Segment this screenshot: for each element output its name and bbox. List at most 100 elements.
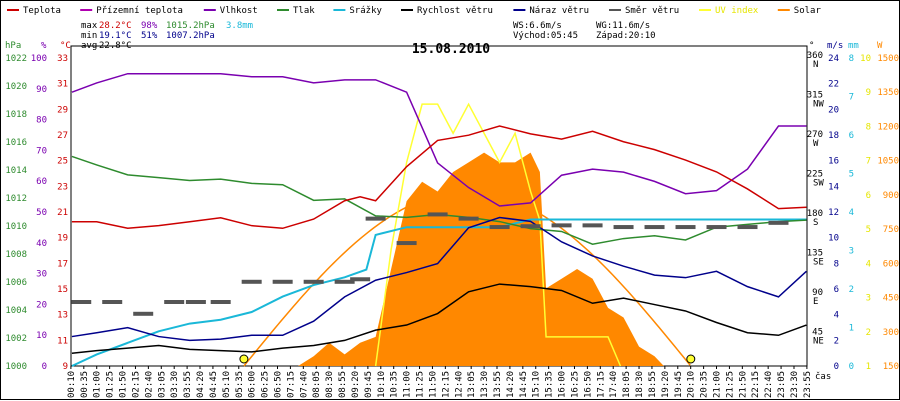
x-tick-label-50: 21:00 <box>713 371 723 398</box>
speed-axis-tick-2: 20 <box>828 105 839 115</box>
pressure-axis-tick-11: 1000 <box>5 362 27 372</box>
x-tick-label-42: 17:40 <box>609 371 619 398</box>
solar-axis-tick-2: 1200 <box>877 122 899 132</box>
series-wind-dir-11 <box>365 216 386 221</box>
pressure-axis-tick-3: 1016 <box>5 138 27 148</box>
direction-axis-deg-1: 315 <box>807 91 823 101</box>
temperature-axis-tick-10: 13 <box>57 311 68 321</box>
wind-info-sunset: Západ:20:10 <box>596 31 656 41</box>
stat-max-hum: 98% <box>141 21 158 31</box>
x-tick-label-48: 20:10 <box>687 371 697 398</box>
series-wind-dir-3 <box>164 300 185 304</box>
x-tick-label-51: 21:25 <box>725 371 735 398</box>
series-wind-dir-13 <box>427 212 448 217</box>
humidity-axis-tick-5: 50 <box>36 208 47 218</box>
direction-axis-deg-4: 180 <box>807 209 823 219</box>
series-wind-dir-9 <box>334 279 355 284</box>
x-tick-label-24: 10:10 <box>377 371 387 398</box>
rain-axis-tick-4: 4 <box>849 208 854 218</box>
solar-axis-tick-4: 900 <box>883 191 899 201</box>
x-tick-label-38: 16:00 <box>558 371 568 398</box>
rain-axis-tick-3: 5 <box>849 170 854 180</box>
pressure-axis-tick-6: 1010 <box>5 222 27 232</box>
rain-axis-tick-8: 0 <box>849 362 854 372</box>
legend-label-8: UV index <box>715 6 759 16</box>
wind-info-wg: WG:11.6m/s <box>596 21 650 31</box>
humidity-axis-tick-4: 60 <box>36 177 47 187</box>
humidity-axis-tick-8: 20 <box>36 300 47 310</box>
x-tick-label-54: 22:40 <box>764 371 774 398</box>
x-tick-label-26: 11:00 <box>403 371 413 398</box>
series-wind-dir-14 <box>458 216 479 221</box>
x-tick-label-43: 18:05 <box>622 371 632 398</box>
legend-label-9: Solar <box>794 6 822 16</box>
x-tick-label-35: 14:45 <box>519 371 529 398</box>
speed-axis-tick-11: 2 <box>834 336 839 346</box>
series-wind-dir-6 <box>241 279 262 284</box>
uv-axis-tick-1: 9 <box>866 88 871 98</box>
stat-max-press: 1015.2hPa <box>166 21 215 31</box>
rain-axis-tick-1: 7 <box>849 93 854 103</box>
temperature-axis-tick-3: 27 <box>57 131 68 141</box>
series-wind-dir-12 <box>396 241 417 246</box>
x-tick-label-21: 08:55 <box>338 371 348 398</box>
x-tick-label-23: 09:45 <box>364 371 374 398</box>
x-tick-label-16: 06:50 <box>273 371 283 398</box>
direction-axis-deg-0: 360 <box>807 51 823 61</box>
x-tick-label-6: 02:40 <box>144 371 154 398</box>
direction-axis-deg-3: 225 <box>807 170 823 180</box>
speed-axis-tick-4: 16 <box>828 157 839 167</box>
legend-label-3: Tlak <box>293 6 315 16</box>
speed-axis-tick-7: 10 <box>828 234 839 244</box>
stat-max-label: max <box>81 21 98 31</box>
series-wind-dir-19 <box>613 225 634 230</box>
legend-label-6: Náraz větru <box>529 6 589 16</box>
x-tick-label-11: 04:45 <box>209 371 219 398</box>
humidity-axis-tick-6: 40 <box>36 239 47 249</box>
x-tick-label-37: 15:35 <box>545 371 555 398</box>
series-wind-dir-2 <box>133 311 154 316</box>
series-wind-dir-4 <box>185 300 206 304</box>
uv-axis-tick-5: 5 <box>866 225 871 235</box>
direction-axis-deg-6: 90 <box>812 288 823 298</box>
series-wind-dir-17 <box>551 223 572 228</box>
series-wind-dir-16 <box>520 224 541 229</box>
sunrise-marker <box>239 354 249 364</box>
speed-axis-tick-6: 12 <box>828 208 839 218</box>
series-wind-dir-24 <box>768 220 789 225</box>
series-wind-dir-21 <box>675 225 696 230</box>
series-wind-dir-7 <box>272 279 293 284</box>
x-tick-label-53: 22:15 <box>751 371 761 398</box>
temperature-axis-tick-1: 31 <box>57 80 68 90</box>
direction-axis-deg-7: 45 <box>812 328 823 338</box>
solar-axis-unit: W <box>877 41 883 51</box>
speed-axis-tick-9: 6 <box>834 285 839 295</box>
x-axis-label: čas <box>815 371 831 382</box>
series-wind-dir-20 <box>644 225 665 230</box>
direction-axis-name-7: NE <box>813 337 824 347</box>
x-tick-label-8: 03:30 <box>170 371 180 398</box>
x-tick-label-14: 06:00 <box>248 371 258 398</box>
stat-min-hum: 51% <box>141 31 158 41</box>
uv-axis-tick-2: 8 <box>866 122 871 132</box>
wind-info-sunrise: Východ:05:45 <box>513 31 578 41</box>
series-wind-dir-18 <box>582 223 603 228</box>
humidity-axis-tick-7: 30 <box>36 270 47 280</box>
x-tick-label-5: 02:15 <box>131 371 141 398</box>
x-tick-label-19: 08:05 <box>312 371 322 398</box>
x-tick-label-12: 05:10 <box>222 371 232 398</box>
speed-axis-unit: m/s <box>827 41 843 51</box>
rain-axis-tick-7: 1 <box>849 324 854 334</box>
uv-axis-tick-4: 6 <box>866 191 871 201</box>
series-wind-speed <box>71 283 807 354</box>
temperature-axis-tick-8: 17 <box>57 259 68 269</box>
pressure-axis-tick-0: 1022 <box>5 54 27 64</box>
series-wind-gust <box>71 216 807 342</box>
x-tick-label-25: 10:35 <box>390 371 400 398</box>
stat-avg-temp: 22.8°C <box>99 41 132 51</box>
solar-axis-tick-9: 150 <box>883 362 899 372</box>
direction-axis-name-3: SW <box>813 179 824 189</box>
rain-axis-tick-0: 8 <box>849 54 854 64</box>
